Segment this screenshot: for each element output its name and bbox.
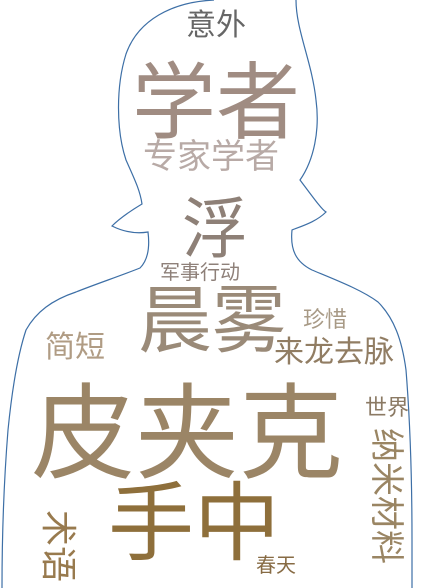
word-zhuanjia-xuezhe: 专家学者: [143, 137, 279, 177]
word-pijiake: 皮夹克: [31, 373, 343, 495]
word-lailong-qumai: 来龙去脉: [274, 335, 394, 370]
word-junshi-xingdong: 军事行动: [160, 260, 240, 284]
word-yiwai: 意外: [186, 8, 246, 43]
word-nami-cailiao: 纳米材料: [366, 428, 406, 564]
word-zhenxi: 珍惜: [303, 308, 347, 333]
word-fu: 浮: [182, 191, 248, 268]
word-xuezhe: 学者: [132, 54, 300, 152]
silhouette-outline: [1, 0, 413, 588]
word-jianduan: 简短: [45, 330, 105, 365]
word-shijie: 世界: [365, 396, 409, 421]
word-chuntian: 春天: [256, 553, 296, 577]
word-shuyu: 术语: [37, 510, 78, 582]
word-shouzhong: 手中: [108, 474, 280, 574]
word-group: 意外 学者 专家学者 浮 军事行动 晨雾 珍惜 简短 来龙去脉 世界 皮夹克 纳…: [31, 8, 409, 582]
word-chenwu: 晨雾: [138, 278, 286, 364]
